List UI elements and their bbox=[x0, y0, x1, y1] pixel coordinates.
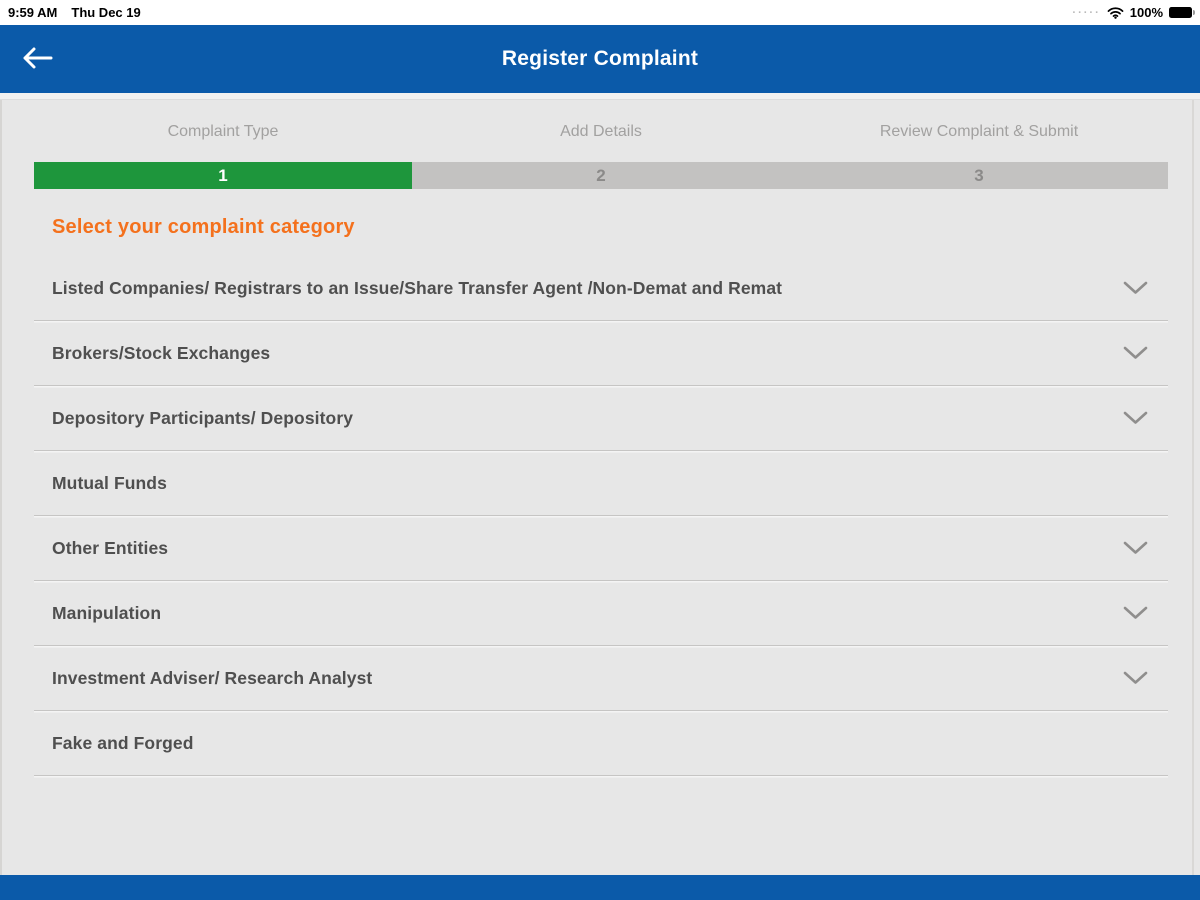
page-title: Register Complaint bbox=[501, 47, 699, 70]
category-row-mutual-funds[interactable]: Mutual Funds bbox=[34, 451, 1168, 516]
section-heading: Select your complaint category bbox=[52, 216, 355, 238]
category-row-other-entities[interactable]: Other Entities bbox=[34, 516, 1168, 581]
category-row-fake-and-forged[interactable]: Fake and Forged bbox=[34, 711, 1168, 776]
footer-bar bbox=[0, 875, 1200, 900]
step-segment-1: 1 bbox=[34, 162, 412, 189]
battery-icon bbox=[1169, 7, 1195, 18]
chevron-down-icon[interactable] bbox=[1123, 671, 1148, 685]
cellular-signal-icon: ····· bbox=[1072, 6, 1101, 19]
category-row-brokers[interactable]: Brokers/Stock Exchanges bbox=[34, 321, 1168, 386]
arrow-left-icon bbox=[20, 45, 54, 74]
category-label: Mutual Funds bbox=[52, 472, 167, 493]
category-label: Other Entities bbox=[52, 537, 169, 558]
chevron-down-icon[interactable] bbox=[1123, 411, 1148, 425]
category-row-listed-companies[interactable]: Listed Companies/ Registrars to an Issue… bbox=[34, 256, 1168, 321]
category-row-investment-adviser[interactable]: Investment Adviser/ Research Analyst bbox=[34, 646, 1168, 711]
status-bar: 9:59 AM Thu Dec 19 ····· 100% bbox=[0, 0, 1200, 25]
app-header: Register Complaint bbox=[0, 25, 1200, 93]
chevron-down-icon[interactable] bbox=[1123, 541, 1148, 555]
step-label-review-submit: Review Complaint & Submit bbox=[879, 123, 1079, 140]
category-label: Listed Companies/ Registrars to an Issue… bbox=[52, 277, 783, 298]
status-date: Thu Dec 19 bbox=[71, 5, 141, 20]
step-segment-3: 3 bbox=[790, 162, 1168, 189]
stepper-progress-bar: 1 2 3 bbox=[34, 162, 1168, 189]
wifi-icon bbox=[1107, 6, 1124, 19]
category-list: Listed Companies/ Registrars to an Issue… bbox=[34, 256, 1168, 776]
category-label: Manipulation bbox=[52, 602, 162, 623]
category-label: Investment Adviser/ Research Analyst bbox=[52, 667, 373, 688]
step-label-add-details: Add Details bbox=[560, 123, 642, 140]
chevron-down-icon[interactable] bbox=[1123, 346, 1148, 360]
category-row-depository[interactable]: Depository Participants/ Depository bbox=[34, 386, 1168, 451]
chevron-down-icon[interactable] bbox=[1123, 281, 1148, 295]
battery-percent: 100% bbox=[1129, 5, 1163, 20]
category-row-manipulation[interactable]: Manipulation bbox=[34, 581, 1168, 646]
stepper-labels: Complaint Type Add Details Review Compla… bbox=[34, 100, 1168, 141]
category-label: Brokers/Stock Exchanges bbox=[52, 342, 271, 363]
step-label-complaint-type: Complaint Type bbox=[167, 123, 279, 140]
category-label: Depository Participants/ Depository bbox=[52, 407, 354, 428]
back-button[interactable] bbox=[20, 45, 54, 74]
status-time: 9:59 AM bbox=[8, 5, 58, 20]
chevron-down-icon[interactable] bbox=[1123, 606, 1148, 620]
category-label: Fake and Forged bbox=[52, 732, 194, 753]
main-content: Complaint Type Add Details Review Compla… bbox=[0, 100, 1200, 875]
step-segment-2: 2 bbox=[412, 162, 790, 189]
header-divider bbox=[0, 93, 1200, 100]
